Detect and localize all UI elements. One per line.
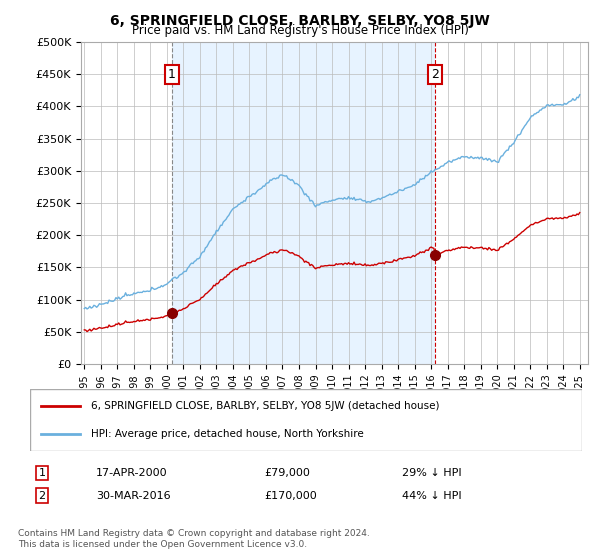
Text: 17-APR-2000: 17-APR-2000: [96, 468, 167, 478]
Text: HPI: Average price, detached house, North Yorkshire: HPI: Average price, detached house, Nort…: [91, 428, 364, 438]
Text: 6, SPRINGFIELD CLOSE, BARLBY, SELBY, YO8 5JW: 6, SPRINGFIELD CLOSE, BARLBY, SELBY, YO8…: [110, 14, 490, 28]
Text: 29% ↓ HPI: 29% ↓ HPI: [402, 468, 461, 478]
Bar: [172, 42, 435, 364]
Text: £170,000: £170,000: [264, 491, 317, 501]
Text: 6, SPRINGFIELD CLOSE, BARLBY, SELBY, YO8 5JW (detached house): 6, SPRINGFIELD CLOSE, BARLBY, SELBY, YO8…: [91, 402, 439, 412]
Text: 1: 1: [38, 468, 46, 478]
Text: 30-MAR-2016: 30-MAR-2016: [96, 491, 170, 501]
Text: 1: 1: [168, 68, 176, 81]
FancyBboxPatch shape: [30, 389, 582, 451]
Text: Price paid vs. HM Land Registry's House Price Index (HPI): Price paid vs. HM Land Registry's House …: [131, 24, 469, 36]
Text: 2: 2: [38, 491, 46, 501]
Text: £79,000: £79,000: [264, 468, 310, 478]
Text: 2: 2: [431, 68, 439, 81]
Text: Contains HM Land Registry data © Crown copyright and database right 2024.
This d: Contains HM Land Registry data © Crown c…: [18, 529, 370, 549]
Text: 44% ↓ HPI: 44% ↓ HPI: [402, 491, 461, 501]
